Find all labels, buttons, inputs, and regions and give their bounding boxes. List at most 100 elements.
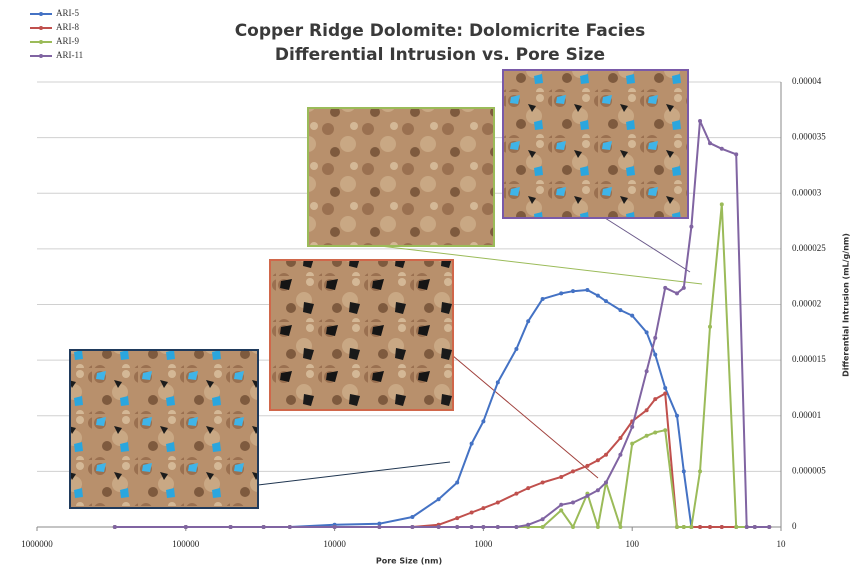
data-point <box>689 224 694 229</box>
data-point <box>708 525 713 529</box>
data-point <box>436 497 441 502</box>
legend-label: ARI-8 <box>56 22 79 32</box>
data-point <box>644 433 649 438</box>
leader-line <box>257 461 451 486</box>
plot-area <box>112 118 772 529</box>
data-point <box>526 486 531 491</box>
data-point <box>630 441 635 446</box>
data-point <box>540 296 545 301</box>
data-point <box>455 516 460 521</box>
data-point <box>495 500 500 505</box>
data-point <box>540 517 545 522</box>
data-point <box>644 369 649 374</box>
data-point <box>495 380 500 385</box>
data-point <box>630 313 635 318</box>
data-point <box>689 525 694 529</box>
data-point <box>112 525 117 529</box>
y-tick-label: 0.00004 <box>792 76 822 86</box>
data-point <box>603 452 608 457</box>
data-point <box>570 469 575 474</box>
data-point <box>734 152 739 157</box>
y-tick-label: 0.000025 <box>792 243 826 253</box>
data-point <box>585 288 590 293</box>
y-tick-label: 0.000035 <box>792 132 826 142</box>
data-point <box>377 521 382 526</box>
data-point <box>603 480 608 485</box>
data-point <box>719 146 724 151</box>
leader-line <box>604 217 691 273</box>
legend-label: ARI-5 <box>56 8 79 18</box>
data-point <box>744 525 749 529</box>
y-tick-label: 0.000005 <box>792 465 826 475</box>
leader-line <box>439 344 599 479</box>
data-point <box>436 525 441 529</box>
data-point <box>708 324 713 329</box>
y-tick-label: 0.000015 <box>792 354 826 364</box>
micrograph-inset <box>307 107 495 247</box>
data-point <box>183 525 188 529</box>
data-point <box>644 330 649 335</box>
data-point <box>540 480 545 485</box>
data-point <box>653 352 658 357</box>
data-point <box>618 525 623 529</box>
micrograph-inset <box>69 349 259 509</box>
data-point <box>681 525 686 529</box>
series-line <box>114 119 770 528</box>
data-point <box>410 514 415 519</box>
data-point <box>767 525 772 529</box>
data-point <box>455 525 460 529</box>
data-point <box>653 397 658 402</box>
legend-marker <box>39 26 43 30</box>
data-point <box>681 285 686 290</box>
data-point <box>287 525 292 529</box>
legend-label: ARI-11 <box>56 50 83 60</box>
data-point <box>595 458 600 463</box>
data-point <box>674 525 679 529</box>
data-point <box>595 293 600 298</box>
micrograph-inset <box>269 259 454 411</box>
data-point <box>734 525 739 529</box>
data-point <box>469 525 474 529</box>
data-point <box>698 118 703 123</box>
data-point <box>377 525 382 529</box>
data-point <box>618 308 623 313</box>
data-point <box>228 525 233 529</box>
data-point <box>559 291 564 296</box>
data-point <box>261 525 266 529</box>
micrograph-inset <box>502 69 689 219</box>
x-tick-label: 1000 <box>474 539 493 549</box>
legend-marker <box>39 40 43 44</box>
data-point <box>570 500 575 505</box>
data-point <box>332 525 337 529</box>
data-point <box>570 525 575 529</box>
data-point <box>526 522 531 527</box>
data-point <box>698 469 703 474</box>
y-tick-label: 0.00002 <box>792 299 821 309</box>
data-point <box>674 291 679 296</box>
data-point <box>663 285 668 290</box>
data-point <box>585 463 590 468</box>
data-point <box>455 480 460 485</box>
legend-marker <box>39 12 43 16</box>
data-point <box>653 335 658 340</box>
x-axis-title: Pore Size (nm) <box>376 557 442 566</box>
data-point <box>595 488 600 493</box>
data-point <box>559 474 564 479</box>
x-tick-label: 10000 <box>323 539 346 549</box>
insets <box>69 69 703 509</box>
data-point <box>618 436 623 440</box>
data-point <box>481 506 486 511</box>
data-point <box>708 141 713 146</box>
y-tick-label: 0.00003 <box>792 187 822 197</box>
data-point <box>630 424 635 429</box>
data-point <box>603 299 608 304</box>
data-point <box>410 525 415 529</box>
data-point <box>653 430 658 435</box>
data-point <box>719 202 724 207</box>
chart-subtitle: Differential Intrusion vs. Pore Size <box>275 45 605 65</box>
data-point <box>644 408 649 413</box>
data-point <box>570 289 575 294</box>
data-point <box>719 525 724 529</box>
data-point <box>698 525 703 529</box>
